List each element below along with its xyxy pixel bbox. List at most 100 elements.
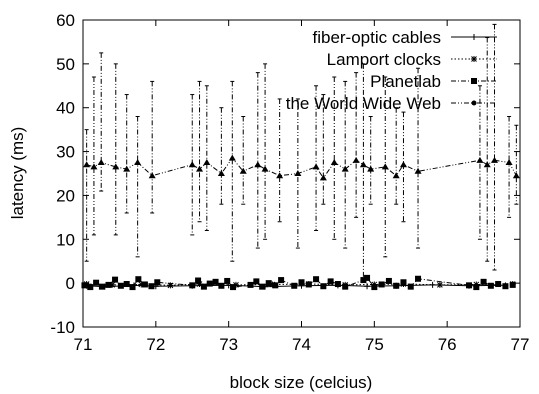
data-point [218, 282, 225, 289]
data-point [294, 170, 302, 176]
series-2 [81, 274, 516, 291]
data-point [203, 159, 211, 166]
data-point [254, 161, 262, 168]
x-tick-label: 75 [365, 335, 384, 354]
data-point [123, 165, 131, 172]
data-point [206, 280, 213, 287]
legend: fiber-optic cables Lamport clocks Planetla… [286, 28, 497, 113]
data-point [480, 278, 487, 285]
y-tick-label: -10 [50, 318, 75, 337]
data-point [334, 281, 341, 288]
data-point [502, 283, 509, 290]
data-point [509, 281, 516, 288]
data-point [278, 277, 285, 284]
data-point [312, 163, 320, 170]
y-tick-label: 50 [56, 55, 75, 74]
data-point [259, 283, 266, 290]
data-point [196, 165, 204, 172]
data-point [117, 282, 124, 289]
data-point [112, 163, 120, 170]
x-ticks: 71 72 73 74 75 76 77 [74, 20, 529, 354]
data-point [200, 283, 207, 290]
data-point [367, 165, 375, 172]
legend-label: Planetlab [370, 72, 441, 91]
data-point [196, 281, 203, 288]
data-point [189, 282, 196, 289]
data-point [371, 284, 378, 291]
data-point [505, 159, 513, 166]
data-point [476, 156, 484, 163]
data-point [112, 276, 119, 283]
data-point [400, 279, 407, 286]
data-point [392, 172, 400, 179]
data-point [224, 277, 231, 284]
data-point [385, 277, 392, 284]
data-point [212, 278, 219, 285]
data-point [253, 278, 260, 285]
x-axis-label: block size (celcius) [230, 373, 373, 392]
y-ticks: -10 0 10 20 30 40 50 60 [50, 11, 520, 337]
y-tick-label: 20 [56, 186, 75, 205]
data-point [466, 282, 473, 289]
data-point [217, 170, 225, 176]
data-point [393, 282, 400, 289]
data-point [123, 281, 130, 288]
data-point [134, 159, 142, 166]
x-tick-label: 76 [438, 335, 457, 354]
data-point [319, 174, 327, 181]
data-point [473, 284, 480, 291]
y-tick-label: 30 [56, 143, 75, 162]
data-point [313, 276, 320, 283]
legend-marker [471, 34, 477, 40]
data-point [512, 172, 520, 179]
y-tick-label: 0 [66, 274, 75, 293]
data-point [327, 278, 334, 285]
data-point [491, 156, 499, 163]
data-point [415, 275, 422, 282]
data-point [230, 284, 237, 291]
legend-marker [471, 78, 477, 84]
data-point [298, 279, 305, 286]
x-tick-label: 71 [74, 335, 93, 354]
data-point [360, 277, 367, 284]
data-point [487, 282, 494, 289]
data-point [399, 161, 407, 168]
data-point [109, 281, 116, 288]
data-point [320, 283, 327, 290]
data-point [276, 172, 284, 179]
data-point [141, 281, 148, 288]
data-point [247, 281, 254, 288]
data-point [195, 277, 202, 284]
data-point [148, 283, 155, 290]
x-tick-label: 73 [219, 335, 238, 354]
data-point [291, 282, 298, 289]
data-point [364, 274, 371, 281]
y-tick-label: 60 [56, 11, 75, 30]
data-point [239, 167, 247, 174]
data-point [105, 281, 112, 288]
data-point [97, 159, 105, 166]
data-point [83, 161, 91, 168]
legend-label: Lamport clocks [327, 50, 441, 69]
x-tick-label: 74 [292, 335, 311, 354]
data-point [154, 279, 161, 286]
data-point [129, 284, 136, 291]
y-axis-label: latency (ms) [8, 127, 27, 220]
data-point [330, 159, 338, 166]
data-point [81, 282, 88, 289]
data-point [138, 281, 145, 288]
data-point [188, 161, 196, 168]
data-point [483, 161, 491, 168]
data-point [378, 281, 385, 288]
x-tick-label: 72 [146, 335, 165, 354]
data-point [228, 154, 236, 161]
data-point [407, 283, 414, 290]
y-tick-label: 10 [56, 230, 75, 249]
data-point [495, 281, 502, 288]
series-layer [81, 23, 520, 291]
legend-marker [471, 56, 477, 62]
legend-label: fiber-optic cables [312, 28, 441, 47]
data-point [359, 161, 367, 168]
data-point [261, 165, 269, 172]
data-point [265, 280, 272, 287]
